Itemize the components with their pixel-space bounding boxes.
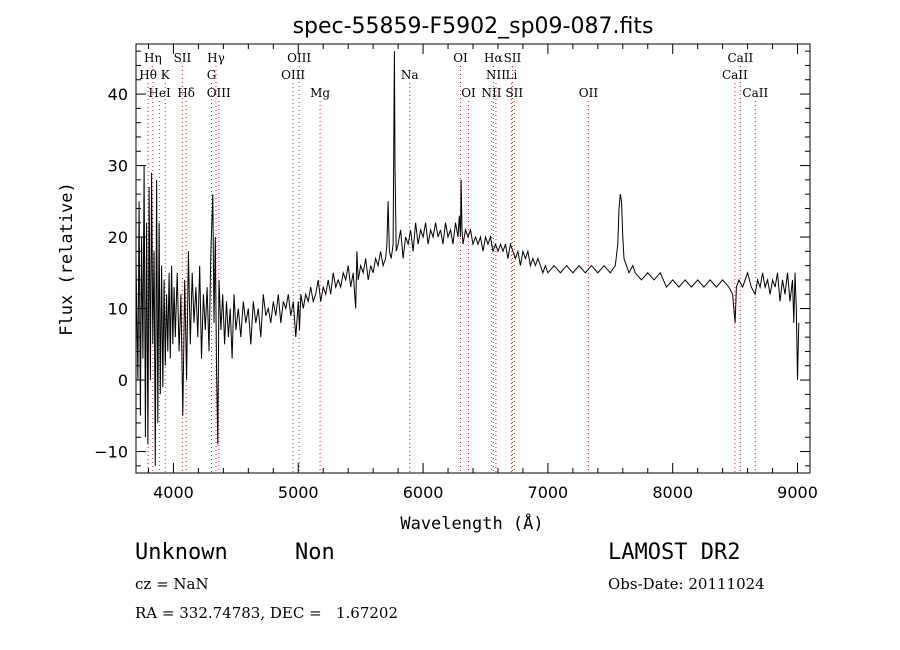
line-marker-label: CaII <box>722 68 748 82</box>
line-marker-label: CaII <box>742 86 768 100</box>
line-marker-label: G <box>207 68 217 82</box>
x-tick-label: 7000 <box>528 483 569 502</box>
y-tick-label: 40 <box>108 85 128 104</box>
line-marker-label: SII <box>504 51 522 65</box>
line-marker-label: OIII <box>207 86 231 100</box>
line-marker-label: Hγ <box>207 51 225 65</box>
line-marker-label: Na <box>401 68 419 82</box>
redshift-cz: cz = NaN <box>135 575 209 593</box>
line-marker-label: Hη <box>144 51 162 65</box>
observation-date: Obs-Date: 20111024 <box>608 575 765 593</box>
survey-name: LAMOST DR2 <box>608 540 741 565</box>
object-subclass: Non <box>295 540 335 565</box>
axis-ticks: 4000 5000 6000 7000 8000 9000 −10 0 10 20 30 40 <box>94 44 818 502</box>
line-marker-label: OI <box>461 86 476 100</box>
line-marker-label: CaII <box>727 51 753 65</box>
line-marker-label: HeI <box>148 86 171 100</box>
line-marker-label: Hδ <box>177 86 195 100</box>
line-marker-label: OIII <box>281 68 305 82</box>
y-tick-label: 10 <box>108 300 128 319</box>
line-marker-label: NII <box>486 68 506 82</box>
spectrum-line <box>135 51 800 466</box>
y-tick-label: −10 <box>94 443 128 462</box>
line-marker-label: SII <box>505 86 523 100</box>
ra-dec-coordinates: RA = 332.74783, DEC = 1.67202 <box>135 604 399 622</box>
line-marker-label: Li <box>506 68 518 82</box>
x-tick-label: 4000 <box>153 483 194 502</box>
line-marker-label: SII <box>174 51 192 65</box>
line-marker-label: OI <box>453 51 468 65</box>
y-tick-label: 0 <box>118 371 128 390</box>
line-marker-label: OIII <box>287 51 311 65</box>
x-tick-label: 9000 <box>777 483 818 502</box>
plot-frame <box>135 43 811 474</box>
line-marker-label: Hα <box>484 51 503 65</box>
object-class: Unknown <box>135 540 228 565</box>
x-axis-title: Wavelength (Å) <box>400 512 543 534</box>
line-marker-label: NII <box>481 86 501 100</box>
x-tick-label: 8000 <box>652 483 693 502</box>
line-marker-label: OII <box>579 86 599 100</box>
line-marker-label: Mg <box>310 86 330 100</box>
x-tick-label: 5000 <box>278 483 319 502</box>
y-tick-label: 30 <box>108 157 128 176</box>
y-axis-title: Flux (relative) <box>57 182 77 336</box>
chart-title: spec-55859-F5902_sp09-087.fits <box>293 14 654 39</box>
line-marker-label: K <box>161 68 171 82</box>
x-tick-label: 6000 <box>403 483 444 502</box>
y-tick-label: 20 <box>108 228 128 247</box>
line-marker-label: Hθ <box>139 68 157 82</box>
